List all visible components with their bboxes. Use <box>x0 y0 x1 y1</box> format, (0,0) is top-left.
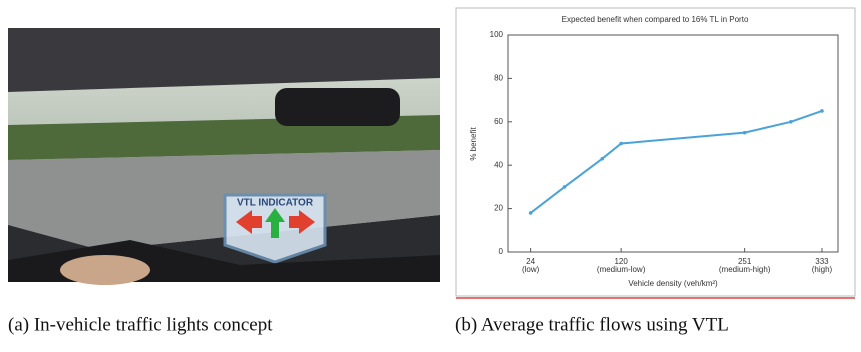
figure: VTL INDICATOR Expected benefit when comp… <box>0 0 861 347</box>
x-tick-note: (medium-low) <box>597 265 646 274</box>
data-point <box>743 131 747 135</box>
caption: (b) Average traffic flows using VTL <box>455 314 729 335</box>
y-tick-label: 20 <box>494 204 503 213</box>
y-axis-label: % benefit <box>469 127 478 161</box>
chart-frame <box>456 8 855 296</box>
chart-title: Expected benefit when compared to 16% TL… <box>562 15 749 24</box>
caption: (a) In-vehicle traffic lights concept <box>8 314 273 335</box>
data-point <box>820 109 824 113</box>
y-tick-label: 80 <box>494 74 503 83</box>
y-tick-label: 100 <box>490 30 504 39</box>
data-point <box>529 211 533 215</box>
y-tick-label: 0 <box>499 247 504 256</box>
x-tick-note: (low) <box>522 265 540 274</box>
x-tick-note: (medium-high) <box>719 265 771 274</box>
hud-text: VTL INDICATOR <box>237 198 314 209</box>
data-point <box>789 120 793 124</box>
data-point <box>600 157 604 161</box>
data-point <box>563 185 567 189</box>
x-axis-label: Vehicle density (veh/km²) <box>628 279 718 288</box>
y-tick-label: 60 <box>494 117 503 126</box>
photo: VTL INDICATOR <box>8 28 440 285</box>
data-point <box>619 142 623 146</box>
x-tick-note: (high) <box>812 265 833 274</box>
y-tick-label: 40 <box>494 160 503 169</box>
chart: Expected benefit when compared to 16% TL… <box>456 8 855 298</box>
